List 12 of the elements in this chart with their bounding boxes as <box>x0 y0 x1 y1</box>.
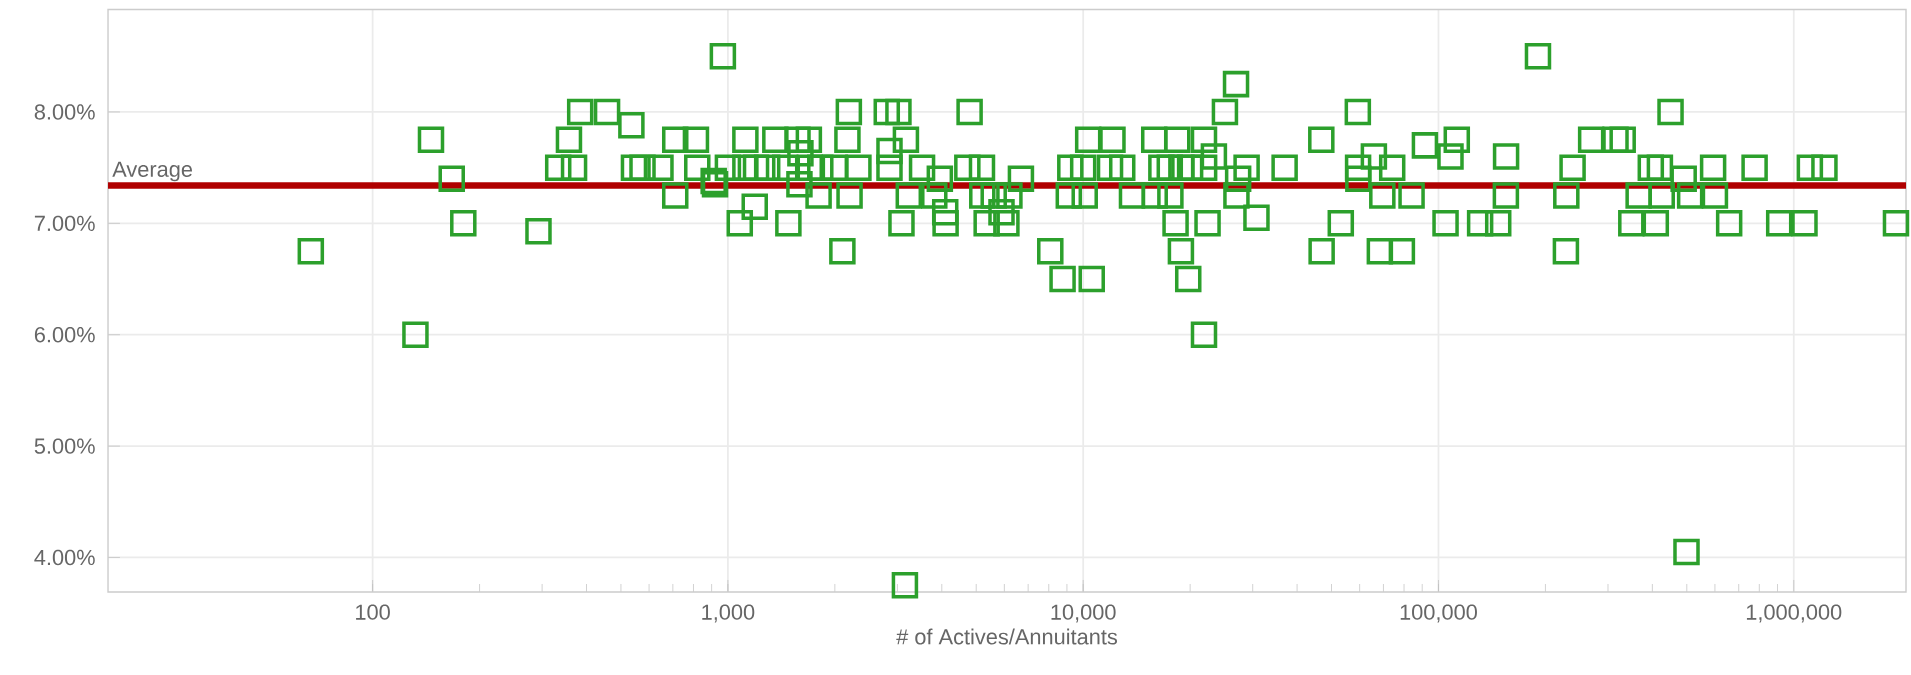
y-tick-label: 8.00% <box>34 104 95 120</box>
y-tick-label: 7.00% <box>34 215 95 232</box>
x-tick-label: 10,000 <box>1051 604 1116 623</box>
y-tick-label: 6.00% <box>34 327 95 343</box>
x-tick-label: 100 <box>356 604 390 620</box>
x-tick-label: 100,000 <box>1400 604 1477 623</box>
x-tick-label: 1,000 <box>702 604 755 623</box>
ref-line-label: Average <box>112 161 192 182</box>
y-tick-label: 5.00% <box>34 438 95 454</box>
x-tick-label: 1,000,000 <box>1746 604 1842 623</box>
y-tick-label: 4.00% <box>34 549 95 566</box>
x-axis-title: # of Actives/Annuitants <box>896 628 1117 645</box>
